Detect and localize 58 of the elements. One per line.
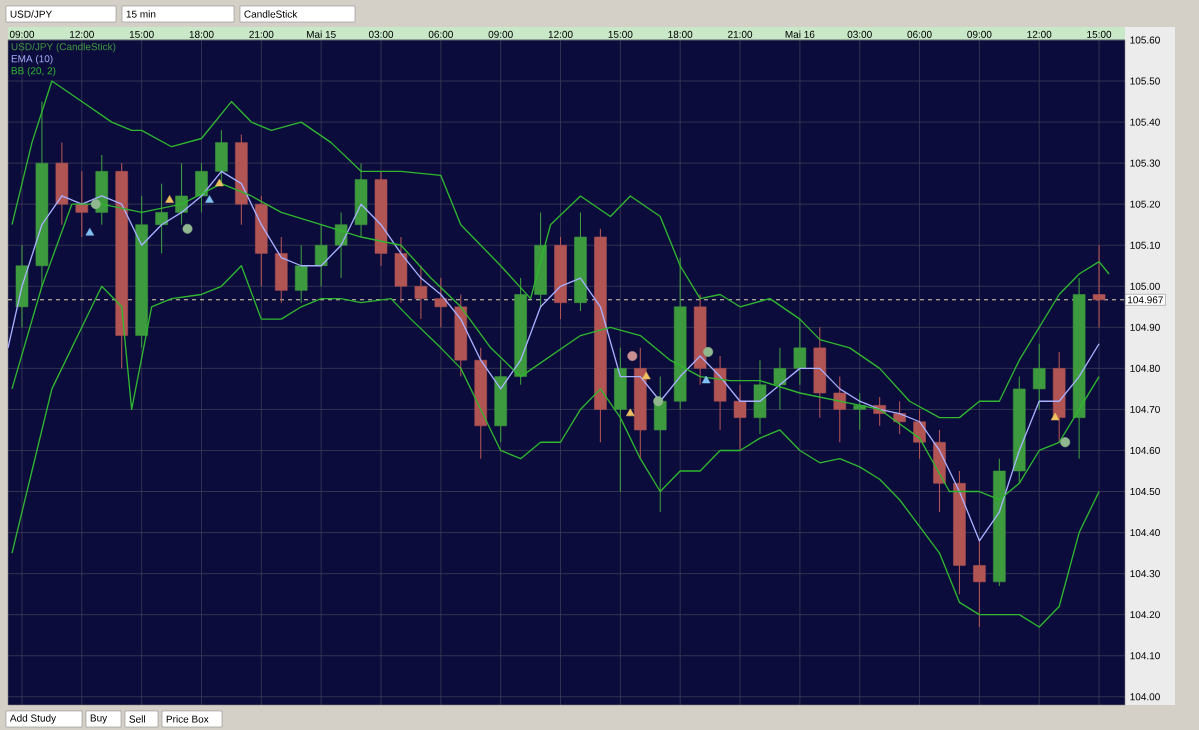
x-tick-label: 09:00 xyxy=(967,30,992,38)
y-tick-label: 105.50 xyxy=(1130,77,1160,85)
y-tick-label: 104.60 xyxy=(1130,446,1160,455)
x-tick-label: 06:00 xyxy=(428,30,453,38)
candlestick xyxy=(913,408,926,460)
text: USD/JPY (CandleStick) xyxy=(11,42,116,53)
y-tick-label: 104.90 xyxy=(1130,323,1160,331)
x-tick-label: Mai 15 xyxy=(306,30,336,38)
x-tick-label: 21:00 xyxy=(728,30,753,38)
text: Buy xyxy=(90,714,108,724)
y-tick-label: 105.40 xyxy=(1130,118,1160,126)
x-tick-label: 12:00 xyxy=(548,30,573,38)
candlestick xyxy=(1092,244,1106,328)
ref-line-label: 104.967 xyxy=(1128,296,1163,304)
y-tick-label: 104.30 xyxy=(1130,570,1160,578)
y-tick-label: 104.00 xyxy=(1130,693,1160,701)
text: EMA (10) xyxy=(11,54,53,65)
text: CandleStick xyxy=(244,10,298,18)
y-tick-label: 104.50 xyxy=(1130,487,1160,496)
x-tick-label: Mai 16 xyxy=(785,30,815,38)
candlestick xyxy=(773,347,787,410)
x-tick-label: 21:00 xyxy=(249,30,274,38)
candlestick xyxy=(434,277,448,328)
candlestick xyxy=(314,224,328,287)
y-tick-label: 104.10 xyxy=(1130,652,1160,660)
text: 15 min xyxy=(126,10,156,18)
candlestick xyxy=(733,384,747,452)
candlestick xyxy=(973,540,986,628)
x-tick-label: 12:00 xyxy=(1027,30,1052,38)
x-tick-label: 03:00 xyxy=(368,30,394,38)
candlestick xyxy=(833,376,847,443)
y-tick-label: 105.20 xyxy=(1130,200,1160,208)
y-tick-label: 104.20 xyxy=(1130,611,1160,619)
x-tick-label: 15:00 xyxy=(129,30,154,38)
y-tick-label: 105.30 xyxy=(1130,159,1160,167)
y-tick-label: 105.00 xyxy=(1130,282,1160,290)
x-tick-label: 18:00 xyxy=(189,30,214,38)
text: Sell xyxy=(129,715,145,723)
x-tick-label: 15:00 xyxy=(608,30,633,38)
y-tick-label: 104.80 xyxy=(1130,364,1160,372)
candlestick xyxy=(1032,343,1046,410)
candlestick xyxy=(414,265,428,320)
x-tick-label: 09:00 xyxy=(9,30,35,38)
series-label: BB (20, 2) xyxy=(11,66,56,77)
text: Price Box xyxy=(166,715,209,723)
x-tick-label: 15:00 xyxy=(1087,30,1112,38)
y-tick-label: 105.60 xyxy=(1130,36,1160,44)
x-tick-label: 12:00 xyxy=(70,30,94,38)
text: USD/JPY xyxy=(10,10,52,18)
y-tick-label: 104.40 xyxy=(1130,529,1160,537)
y-tick-label: 105.10 xyxy=(1130,241,1160,249)
candlestick xyxy=(793,318,807,386)
x-tick-label: 06:00 xyxy=(907,30,932,38)
x-tick-label: 09:00 xyxy=(488,30,513,38)
x-tick-label: 18:00 xyxy=(668,30,693,38)
x-tick-label: 03:00 xyxy=(847,30,872,38)
y-tick-label: 104.70 xyxy=(1130,405,1160,413)
text: Add Study xyxy=(9,714,57,724)
